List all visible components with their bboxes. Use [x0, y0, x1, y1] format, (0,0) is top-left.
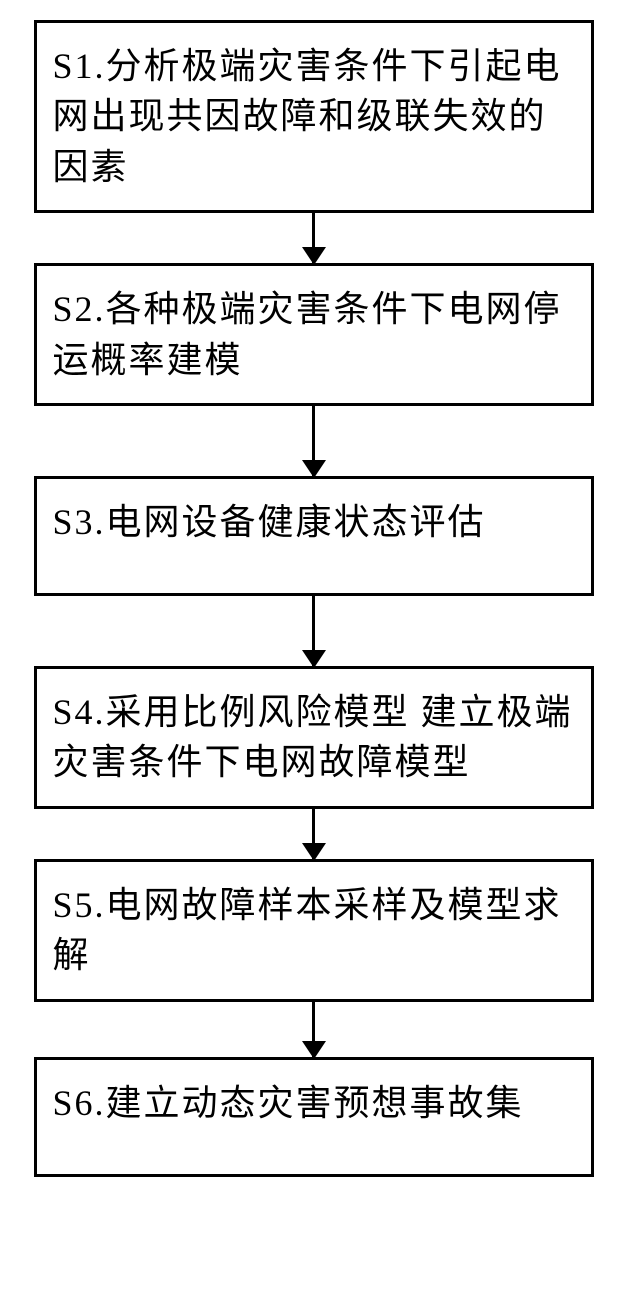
step-box-s6: S6.建立动态灾害预想事故集 [34, 1057, 594, 1177]
step-label: S5.电网故障样本采样及模型求解 [53, 880, 575, 981]
step-label: S3.电网设备健康状态评估 [53, 497, 486, 547]
step-label: S6.建立动态灾害预想事故集 [53, 1078, 524, 1128]
step-box-s5: S5.电网故障样本采样及模型求解 [34, 859, 594, 1002]
step-box-s2: S2.各种极端灾害条件下电网停运概率建模 [34, 263, 594, 406]
step-box-s3: S3.电网设备健康状态评估 [34, 476, 594, 596]
step-label: S4.采用比例风险模型 建立极端灾害条件下电网故障模型 [53, 687, 575, 788]
arrow-icon [312, 596, 315, 666]
arrow-icon [312, 1002, 315, 1057]
arrow-icon [312, 213, 315, 263]
flowchart-container: S1.分析极端灾害条件下引起电网出现共因故障和级联失效的因素 S2.各种极端灾害… [30, 20, 597, 1177]
step-box-s1: S1.分析极端灾害条件下引起电网出现共因故障和级联失效的因素 [34, 20, 594, 213]
arrow-icon [312, 406, 315, 476]
step-label: S2.各种极端灾害条件下电网停运概率建模 [53, 284, 575, 385]
step-box-s4: S4.采用比例风险模型 建立极端灾害条件下电网故障模型 [34, 666, 594, 809]
step-label: S1.分析极端灾害条件下引起电网出现共因故障和级联失效的因素 [53, 41, 575, 192]
arrow-icon [312, 809, 315, 859]
